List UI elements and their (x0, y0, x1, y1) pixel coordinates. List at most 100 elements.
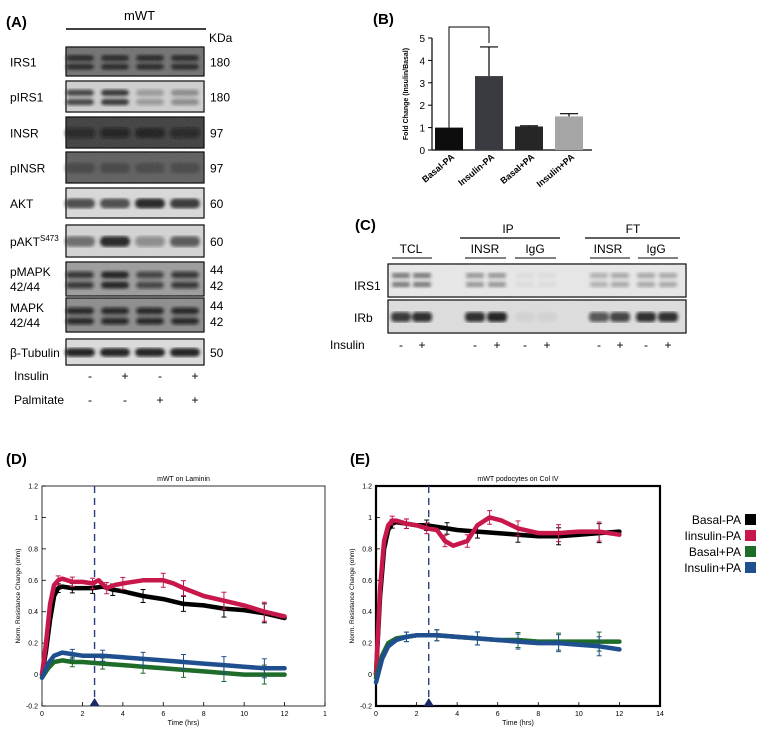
panel-b-bar-chart: 0 1 2 3 4 5 Fold Change (Insulin/Basal) Basal-P… (403, 26, 592, 190)
blot-row-label: IRS1 (10, 56, 37, 70)
panel-c-blots (387, 263, 687, 334)
y-tick-label: -0.2 (26, 704, 38, 711)
insulin-sign: - (399, 338, 403, 352)
insulin-sign: - (88, 369, 92, 383)
legend-label: Basal+PA (689, 545, 741, 559)
palmitate-sign: - (88, 393, 92, 407)
y-tick-label: 0.6 (362, 578, 372, 585)
series-line (39, 576, 287, 677)
y-tick-label: 3 (419, 79, 425, 90)
insulin-sign: + (493, 338, 500, 352)
x-tick-label: 4 (121, 711, 125, 718)
insulin-sign: - (597, 338, 601, 352)
insulin-sign: + (418, 338, 425, 352)
panel-c-row-irs1: IRS1 (354, 279, 381, 293)
panel-e-line-chart: mWT podocytes on Col IV-0.200.20.40.60.8… (349, 476, 664, 727)
panel-c-ft-label: FT (626, 222, 641, 236)
blot-row-label: AKT (10, 197, 34, 211)
x-tick-label: 0 (40, 711, 44, 718)
x-tick-label: 8 (536, 711, 540, 718)
panel-a-blots (65, 46, 205, 366)
panel-c: (C) IP FT TCL INSR IgG INSR IgG IRS1 IRb… (330, 217, 687, 352)
bar (435, 127, 463, 150)
panel-c-ft-igg-label: IgG (646, 242, 665, 256)
x-tick-label: Basal-PA (420, 152, 457, 185)
blot-strip (65, 187, 205, 219)
insulin-sign: + (664, 338, 671, 352)
x-tick-label: 8 (202, 711, 206, 718)
legend-swatch (745, 546, 756, 557)
significance-bracket (448, 26, 490, 128)
panel-e-label: (E) (350, 451, 370, 468)
x-tick-label: 6 (161, 711, 165, 718)
bar (515, 126, 543, 150)
chart-title: mWT podocytes on Col IV (477, 476, 559, 483)
blot-strip (65, 46, 205, 77)
y-tick-label: 0.4 (362, 609, 372, 616)
blot-row-label: pINSR (10, 162, 46, 176)
blot-strip (65, 224, 205, 258)
blot-strip (65, 297, 205, 333)
y-tick-label: 0.8 (28, 546, 38, 553)
blot-strip (65, 338, 205, 366)
legend: Basal-PA Iinsulin-PA Basal+PA Insulin+PA (684, 513, 756, 575)
series-line (373, 515, 622, 677)
y-axis-label: Norm. Resistance Change (ohm) (15, 548, 22, 643)
marker-triangle (89, 698, 100, 706)
panel-a-kda-header: KDa (209, 31, 233, 45)
blot-kda-label: 60 (210, 197, 224, 211)
x-tick-label: 12 (616, 711, 624, 718)
insulin-sign: - (523, 338, 527, 352)
blot-kda-label: 50 (210, 346, 224, 360)
panel-c-ip-insr-label: INSR (471, 242, 500, 256)
x-tick-label: Insulin+PA (535, 152, 577, 190)
blot-strip (387, 263, 687, 298)
y-tick-label: 0 (368, 672, 372, 679)
panel-e: (E) mWT podocytes on Col IV-0.200.20.40.… (349, 451, 664, 727)
bar (555, 116, 583, 150)
blot-row-label: pAKTS473 (10, 234, 59, 249)
legend-swatch (745, 530, 756, 541)
panel-a-insulin-label: Insulin (14, 369, 49, 383)
y-tick-label: 1 (368, 515, 372, 522)
insulin-sign: - (644, 338, 648, 352)
x-tick-label: 0 (374, 711, 378, 718)
y-tick-label: 1.2 (28, 484, 38, 491)
insulin-sign: + (616, 338, 623, 352)
y-tick-label: -0.2 (360, 704, 372, 711)
legend-label: Iinsulin-PA (685, 529, 741, 543)
y-tick-label: 0.6 (28, 578, 38, 585)
insulin-sign: + (543, 338, 550, 352)
legend-swatch (745, 562, 756, 573)
y-tick-label: 4 (419, 56, 425, 67)
blot-kda-label: 180 (210, 91, 230, 105)
marker-triangle (423, 698, 434, 706)
insulin-sign: - (473, 338, 477, 352)
y-tick-label: 2 (419, 101, 425, 112)
blot-kda-label: 97 (210, 127, 224, 141)
blot-row-label: β-Tubulin (10, 346, 60, 360)
blot-kda-label-2: 42 (210, 279, 224, 293)
panel-a: (A) mWT KDa IRS1 180 pIRS1 180 INSR 97 pINSR 97… (6, 8, 233, 407)
blot-row-label-line2: 42/44 (10, 316, 40, 330)
blot-strip (65, 116, 205, 149)
insulin-sign: + (191, 369, 198, 383)
panel-b-label: (B) (373, 11, 394, 28)
x-axis-label: Time (hrs) (502, 720, 534, 727)
y-tick-label: 0.4 (28, 609, 38, 616)
y-axis-label: Fold Change (Insulin/Basal) (403, 48, 410, 140)
legend-label: Basal-PA (692, 513, 741, 527)
y-tick-label: 0.8 (362, 546, 372, 553)
x-tick-label: 2 (415, 711, 419, 718)
blot-strip (387, 299, 687, 334)
panel-c-label: (C) (355, 217, 376, 234)
blot-kda-label: 180 (210, 56, 230, 70)
x-tick-label: 14 (656, 711, 664, 718)
y-tick-label: 1.2 (362, 484, 372, 491)
blot-strip (65, 261, 205, 297)
palmitate-sign: + (191, 393, 198, 407)
series-line (39, 658, 287, 680)
blot-strip (65, 151, 205, 184)
blot-row-label: pIRS1 (10, 91, 44, 105)
